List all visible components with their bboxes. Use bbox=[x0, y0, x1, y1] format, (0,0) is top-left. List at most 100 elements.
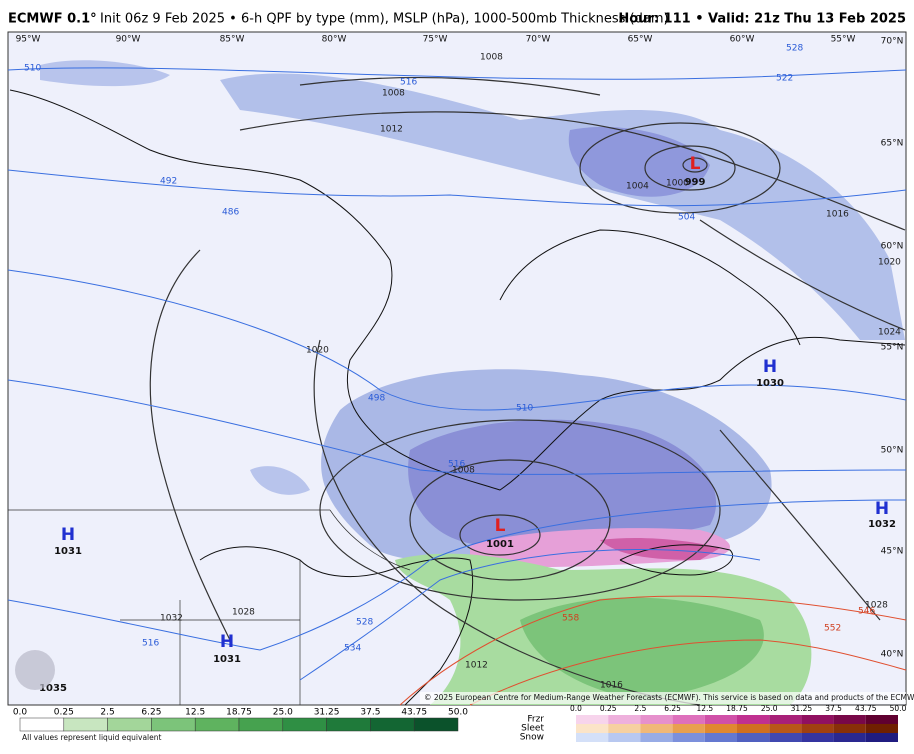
thickness-label: 558 bbox=[562, 614, 579, 624]
longitude-label: 75°W bbox=[423, 35, 448, 45]
colorbar-segment bbox=[413, 717, 459, 732]
colorbar-segment bbox=[865, 724, 898, 733]
precip-type: Frzr bbox=[527, 715, 544, 725]
thickness-label: 510 bbox=[516, 404, 533, 414]
colorbar-segment bbox=[801, 733, 834, 742]
colorbar-tick: 2.5 bbox=[634, 704, 646, 713]
colorbar-tick: 25.0 bbox=[273, 708, 293, 718]
low-center: L bbox=[690, 154, 701, 174]
colorbar-segment bbox=[640, 733, 673, 742]
colorbar-tick: 0.25 bbox=[600, 704, 617, 713]
thickness-label: 522 bbox=[776, 74, 793, 84]
isobar-label: 1000 bbox=[666, 179, 689, 189]
colorbar-segment bbox=[737, 715, 770, 724]
colorbar-segment bbox=[576, 724, 609, 733]
thickness-line bbox=[299, 549, 761, 681]
border bbox=[8, 509, 411, 705]
isobar-label: 1024 bbox=[878, 328, 901, 338]
thickness-label: 516 bbox=[400, 78, 417, 88]
longitude-label: 80°W bbox=[322, 35, 347, 45]
colorbar-segment bbox=[576, 715, 609, 724]
isobar-label: 1020 bbox=[878, 258, 901, 268]
colorbar-tick: 18.75 bbox=[726, 704, 748, 713]
colorbar-segment bbox=[63, 717, 108, 732]
thickness-label: 552 bbox=[824, 624, 841, 634]
colorbar-segment bbox=[801, 724, 834, 733]
colorbar-segment bbox=[107, 717, 152, 732]
thickness-label: 528 bbox=[356, 618, 373, 628]
colorbar-segment bbox=[282, 717, 327, 732]
colorbar-tick: 31.25 bbox=[791, 704, 813, 713]
colorbar-tick: 6.25 bbox=[664, 704, 681, 713]
longitude-label: 95°W bbox=[16, 35, 41, 45]
thickness-label: 528 bbox=[786, 44, 803, 54]
colorbar-segment bbox=[608, 733, 641, 742]
thickness-line bbox=[7, 269, 907, 411]
thickness-label: 516 bbox=[448, 460, 465, 470]
isobar bbox=[682, 157, 708, 173]
thickness-line bbox=[7, 169, 907, 207]
center-pressure: 1031 bbox=[54, 546, 82, 557]
isobar-label: 1008 bbox=[452, 466, 475, 476]
colorbar-segment bbox=[737, 733, 770, 742]
thickness-line bbox=[7, 67, 907, 80]
low-center: L bbox=[495, 516, 506, 536]
colorbar-segment bbox=[326, 717, 371, 732]
thickness-label: 510 bbox=[24, 64, 41, 74]
isobar-label: 1012 bbox=[380, 125, 403, 135]
colorbar-segment bbox=[737, 724, 770, 733]
colorbar-segment bbox=[865, 715, 898, 724]
center-pressure: 1030 bbox=[756, 378, 784, 389]
latitude-label: 65°N bbox=[881, 139, 904, 149]
legend: 0.0 0.25 2.5 6.25 12.5 18.75 25.0 31.25 37.5 43.7… bbox=[13, 704, 907, 742]
thickness-line bbox=[7, 379, 907, 475]
longitude-label: 60°W bbox=[730, 35, 755, 45]
colorbar-segment bbox=[704, 733, 737, 742]
colorbar-tick: 12.5 bbox=[185, 708, 205, 718]
isobar bbox=[644, 145, 736, 191]
model-name: ECMWF 0.1° bbox=[8, 12, 97, 27]
colorbar-segment bbox=[576, 733, 609, 742]
isobar-label: 1032 bbox=[160, 614, 183, 624]
thickness-line-warm bbox=[399, 595, 907, 706]
colorbar-tick: 6.25 bbox=[141, 708, 161, 718]
colorbar-segment bbox=[704, 724, 737, 733]
colorbar-segment bbox=[672, 724, 705, 733]
thickness-label: 534 bbox=[344, 644, 361, 654]
isobar bbox=[719, 429, 881, 621]
longitude-label: 65°W bbox=[628, 35, 653, 45]
longitude-label: 55°W bbox=[831, 35, 856, 45]
thickness-line bbox=[7, 499, 907, 651]
colorbar-tick: 50.0 bbox=[448, 708, 468, 718]
colorbar-segment bbox=[151, 717, 196, 732]
colorbar-segment bbox=[672, 733, 705, 742]
latitude-label: 45°N bbox=[881, 547, 904, 557]
valid-time: Hour: 111 • Valid: 21z Thu 13 Feb 2025 bbox=[618, 12, 906, 27]
latitude-label: 40°N bbox=[881, 650, 904, 660]
center-pressure: 1032 bbox=[868, 519, 896, 530]
colorbar-segment bbox=[194, 717, 240, 732]
colorbar-segment bbox=[704, 715, 737, 724]
latitude-label: 50°N bbox=[881, 446, 904, 456]
isobar bbox=[459, 514, 541, 556]
coastline bbox=[9, 89, 906, 491]
colorbar-segment bbox=[19, 717, 65, 732]
colorbar-segment bbox=[769, 733, 802, 742]
thickness-label: 486 bbox=[222, 208, 239, 218]
isobar-label: 1008 bbox=[480, 53, 503, 63]
colorbar-tick: 2.5 bbox=[100, 708, 114, 718]
center-pressure: 1001 bbox=[486, 539, 514, 550]
colorbar-tick: 37.5 bbox=[360, 708, 380, 718]
isobar bbox=[699, 219, 906, 331]
high-center: H bbox=[61, 525, 75, 545]
isobar-label: 1016 bbox=[600, 681, 623, 691]
copyright-bg bbox=[420, 692, 906, 704]
isobar-label: 1012 bbox=[465, 661, 488, 671]
isobar bbox=[579, 122, 781, 214]
colorbar-tick: 25.0 bbox=[761, 704, 778, 713]
high-center: H bbox=[220, 632, 234, 652]
colorbar-tick: 43.75 bbox=[401, 708, 427, 718]
precip-type: Sleet bbox=[521, 724, 544, 734]
colorbar-tick: 0.0 bbox=[13, 708, 28, 718]
